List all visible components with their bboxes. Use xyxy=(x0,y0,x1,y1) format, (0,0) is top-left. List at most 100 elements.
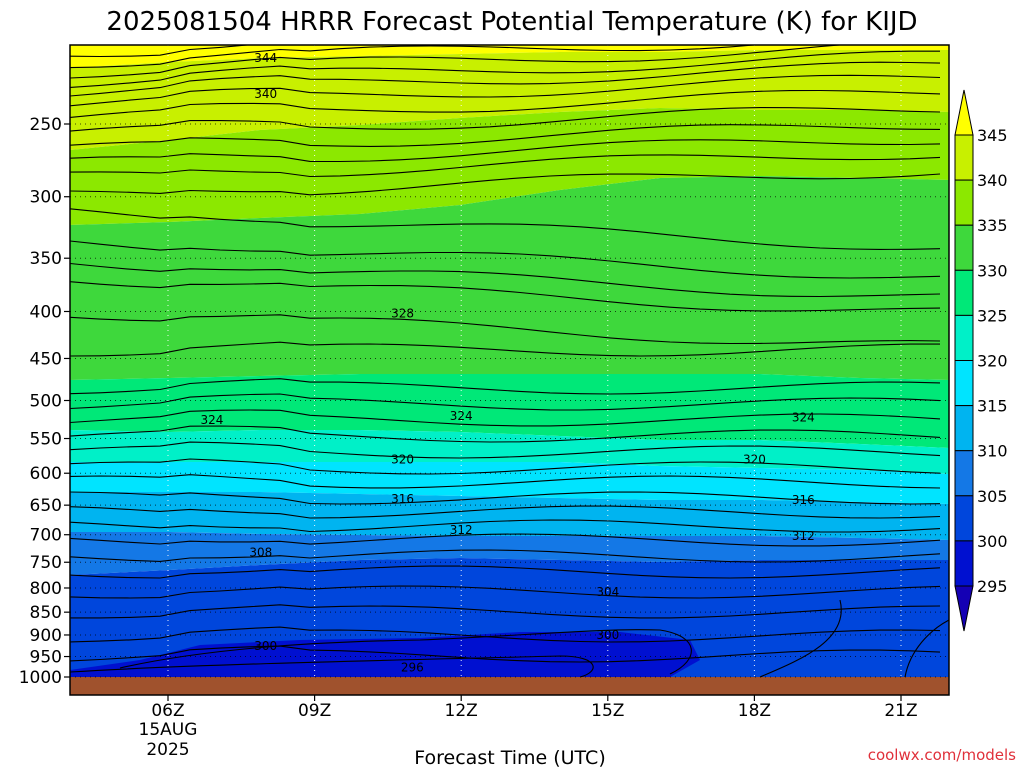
colorbar-tick-label: 330 xyxy=(977,261,1008,280)
isentrope-line xyxy=(70,409,941,427)
isentrope-line xyxy=(70,645,941,663)
ground-surface xyxy=(70,677,949,695)
contour-label: 340 xyxy=(254,87,277,101)
colorbar-top-arrow xyxy=(954,89,974,136)
colorbar-swatch xyxy=(954,134,974,181)
y-tick-label: 650 xyxy=(30,496,62,516)
isentrope-line xyxy=(70,61,941,97)
isentrope-line xyxy=(70,549,941,563)
isentrope-line xyxy=(70,341,940,357)
colorbar-swatch xyxy=(954,405,974,452)
isentrope-line xyxy=(70,604,941,619)
x-tick-label: 15Z xyxy=(591,701,624,721)
isentrope-line xyxy=(70,154,941,178)
y-tick-label: 800 xyxy=(30,579,62,599)
colorbar-swatch xyxy=(954,224,974,271)
x-tick-label: 12Z xyxy=(445,701,478,721)
isentrope-line xyxy=(70,124,941,147)
isentrope-line xyxy=(70,50,940,88)
colorbar-tick-label: 315 xyxy=(977,397,1008,416)
colorbar-swatch xyxy=(954,269,974,316)
x-tick-label: 18Z xyxy=(738,701,771,721)
contour-label: 312 xyxy=(450,523,473,537)
isentrope-line xyxy=(70,393,941,411)
isentrope-line xyxy=(70,474,941,489)
isentrope-line xyxy=(70,107,941,132)
isentrope-line xyxy=(70,378,941,395)
x-tick-sub-date: 15AUG xyxy=(139,720,198,740)
y-tick-label: 850 xyxy=(30,603,62,623)
x-axis-label: Forecast Time (UTC) xyxy=(414,747,605,768)
colorbar-swatch xyxy=(954,314,974,361)
isentrope-line xyxy=(70,655,594,678)
contour-label: 312 xyxy=(792,529,815,543)
y-tick-label: 350 xyxy=(30,249,62,269)
y-axis: 250 300 350 400 450 500 550 600 650 700 750 800 850 9… xyxy=(19,115,70,688)
y-tick-label: 750 xyxy=(30,553,62,573)
x-tick-label: 21Z xyxy=(884,701,917,721)
y-tick-label: 900 xyxy=(30,626,62,646)
y-tick-label: 1000 xyxy=(19,668,62,688)
plot-frame xyxy=(69,44,950,696)
colorbar-tick-label: 310 xyxy=(977,442,1008,461)
temperature-band xyxy=(70,108,949,225)
temperature-band xyxy=(70,430,949,474)
isentrope-line xyxy=(70,505,941,519)
isentrope-line xyxy=(70,519,941,533)
credit-text: coolwx.com/models xyxy=(868,746,1016,764)
x-tick-label: 06Z xyxy=(151,701,184,721)
x-tick-label: 09Z xyxy=(298,701,331,721)
contour-labels: 344 340 328 324 324 324 320 320 316 316 312 312 308 3… xyxy=(201,51,815,674)
isentrope-line xyxy=(70,240,941,279)
y-tick-label: 450 xyxy=(30,349,62,369)
isentrope-line xyxy=(70,208,941,250)
y-tick-label: 250 xyxy=(30,115,62,135)
contour-label: 324 xyxy=(450,409,473,423)
colorbar-tick-label: 320 xyxy=(977,352,1008,371)
temperature-band xyxy=(70,50,949,150)
isentrope-line xyxy=(70,74,941,107)
isentrope-line xyxy=(70,314,941,345)
colorbar-bottom-arrow xyxy=(954,585,974,632)
isentrope-line xyxy=(70,89,941,118)
isentrope-line xyxy=(70,441,941,459)
contour-label: 320 xyxy=(743,453,766,467)
y-tick-label: 400 xyxy=(30,302,62,322)
contour-label: 324 xyxy=(201,413,224,427)
contour-label: 328 xyxy=(391,306,414,320)
isentrope-line xyxy=(759,599,842,678)
contour-label: 296 xyxy=(401,660,424,674)
x-tick-sub-year: 2025 xyxy=(146,740,189,760)
y-tick-label: 550 xyxy=(30,430,62,450)
colorbar: 345 340 335 330 325 320 315 310 305 300 295 xyxy=(954,89,1008,632)
chart-title: 2025081504 HRRR Forecast Potential Tempe… xyxy=(106,7,917,37)
cold-pool-fill xyxy=(70,632,700,677)
contour-label: 324 xyxy=(792,411,815,425)
colorbar-tick-label: 345 xyxy=(977,126,1008,145)
colorbar-swatch xyxy=(954,495,974,542)
contour-label: 316 xyxy=(792,493,815,507)
isentrope-line xyxy=(70,491,941,505)
isentrope-lines xyxy=(70,45,949,678)
contour-label: 344 xyxy=(254,51,277,65)
isentrope-line xyxy=(70,425,941,443)
temperature-band xyxy=(70,176,949,380)
isentrope-line xyxy=(70,45,253,58)
temperature-band xyxy=(70,45,949,68)
colorbar-swatch xyxy=(954,179,974,226)
y-tick-label: 950 xyxy=(30,648,62,668)
contour-label: 320 xyxy=(391,453,414,467)
colorbar-tick-label: 335 xyxy=(977,216,1008,235)
y-tick-label: 600 xyxy=(30,464,62,484)
y-tick-label: 700 xyxy=(30,526,62,546)
colorbar-tick-label: 305 xyxy=(977,487,1008,506)
grid-lines xyxy=(70,45,949,678)
isentrope-line xyxy=(70,458,941,475)
isentrope-line xyxy=(70,626,941,643)
y-tick-label: 500 xyxy=(30,392,62,412)
isentrope-line xyxy=(70,45,761,69)
contour-label: 316 xyxy=(391,492,414,506)
isentrope-line xyxy=(70,262,941,298)
x-axis: 15AUG 2025 06Z 09Z 12Z 15Z 18Z 21Z xyxy=(139,695,918,760)
